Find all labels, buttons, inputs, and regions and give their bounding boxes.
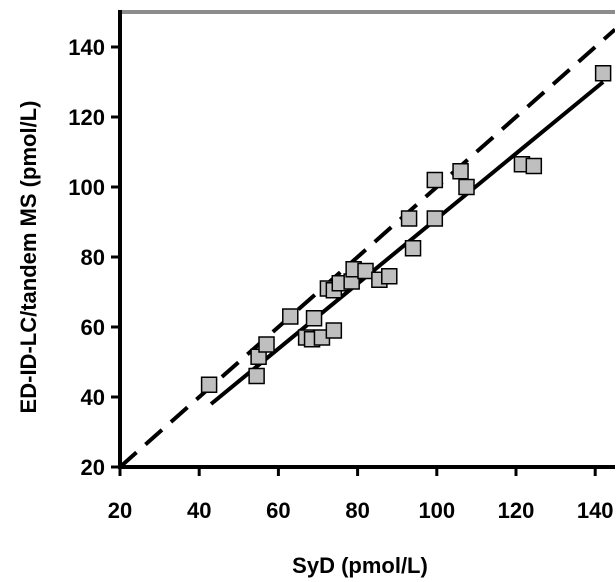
data-point xyxy=(325,322,343,339)
y-tick-label: 40 xyxy=(81,385,105,410)
data-point xyxy=(305,310,323,327)
x-tick-label: 80 xyxy=(345,498,369,523)
y-tick-label: 100 xyxy=(68,175,105,200)
data-point xyxy=(594,65,612,82)
data-point xyxy=(400,210,418,227)
x-axis-title: SyD (pmol/L) xyxy=(292,553,428,578)
x-tick-label: 20 xyxy=(108,498,132,523)
plot-area xyxy=(118,10,615,469)
data-point xyxy=(458,178,475,196)
x-tick-label: 120 xyxy=(498,498,535,523)
identity-line xyxy=(120,28,615,467)
x-tick-label: 100 xyxy=(418,498,455,523)
data-point xyxy=(426,210,444,227)
data-point xyxy=(426,171,444,189)
y-tick-label: 80 xyxy=(81,245,105,270)
data-point xyxy=(248,367,265,385)
y-tick-label: 20 xyxy=(81,455,105,480)
x-tick-label: 40 xyxy=(187,498,211,523)
y-tick-label: 120 xyxy=(68,105,105,130)
data-point xyxy=(200,376,218,393)
x-tick-label: 140 xyxy=(577,498,614,523)
y-tick-label: 140 xyxy=(68,35,105,60)
data-point xyxy=(282,308,299,325)
x-tick-label: 60 xyxy=(266,498,290,523)
y-tick-label: 60 xyxy=(81,315,105,340)
data-point xyxy=(452,163,469,180)
data-point xyxy=(404,240,422,257)
data-point xyxy=(525,157,543,175)
data-point xyxy=(258,336,275,353)
data-point xyxy=(357,262,374,280)
axis-ticks: 20 40 60 80 100 120 140 20 40 60 80 100 120 140 xyxy=(68,35,613,523)
data-point xyxy=(381,268,398,285)
y-axis-title: ED-ID-LC/tandem MS (pmol/L) xyxy=(16,101,41,414)
